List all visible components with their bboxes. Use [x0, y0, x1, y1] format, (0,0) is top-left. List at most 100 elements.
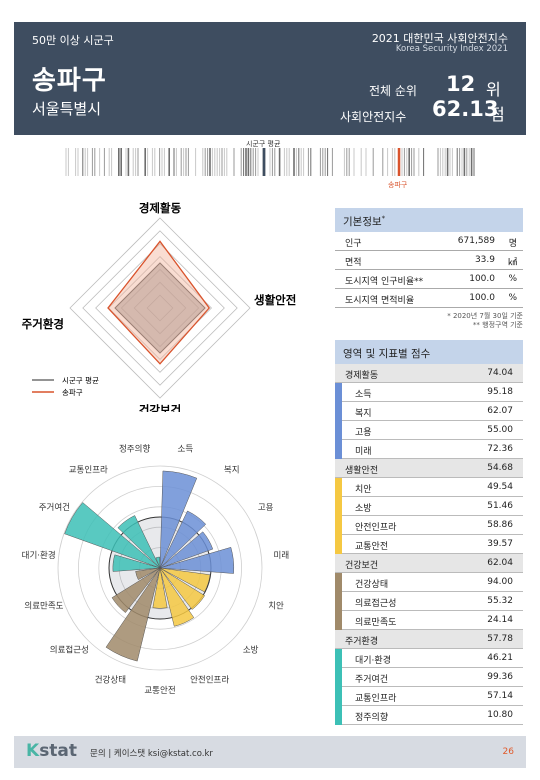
indicator-value: 95.18	[487, 387, 513, 397]
radar-grid-ring	[69, 217, 251, 399]
page-number: 26	[502, 747, 514, 757]
indicator-score-row: 치안 49.54	[335, 478, 523, 497]
polar-wedge	[159, 567, 205, 610]
polar-label: 의료만족도	[24, 601, 63, 612]
barcode-district-label: 송파구	[388, 181, 408, 189]
info-value: 100.0	[469, 293, 495, 303]
indicator-value: 62.07	[487, 406, 513, 416]
domain-color-bar	[335, 706, 342, 725]
info-unit: %	[508, 274, 517, 284]
indicator-value: 58.86	[487, 520, 513, 530]
indicator-name: 미래	[355, 447, 372, 457]
info-row: 도시지역 인구비율** 100.0 %	[335, 270, 523, 289]
scores-panel-title: 영역 및 지표별 점수	[335, 340, 523, 364]
info-value: 671,589	[457, 236, 495, 246]
polar-wedge	[111, 567, 161, 613]
domain-name: 주거환경	[345, 637, 379, 647]
radar-series-average	[114, 262, 206, 354]
indicator-score-row: 소득 95.18	[335, 383, 523, 402]
rank-unit: 위	[486, 80, 501, 99]
polar-label: 복지	[224, 465, 240, 475]
polar-wedge	[159, 531, 214, 569]
ranking-barcode	[65, 148, 475, 176]
indicator-score-row: 복지 62.07	[335, 402, 523, 421]
indicator-value: 94.00	[487, 577, 513, 587]
score-label: 사회안전지수	[340, 110, 407, 124]
domain-color-bar	[335, 573, 342, 592]
indicator-name: 복지	[355, 409, 372, 419]
indicator-name: 의료접근성	[355, 599, 397, 609]
district-name: 송파구	[32, 66, 107, 96]
indicator-value: 39.57	[487, 539, 513, 549]
indicator-name: 대기·환경	[355, 656, 391, 666]
footer: Kstat 문의 | 케이스탯 ksi@kstat.co.kr 26	[14, 736, 526, 768]
indicator-score-row: 의료만족도 24.14	[335, 611, 523, 630]
domain-value: 74.04	[487, 368, 513, 378]
indicator-value: 99.36	[487, 672, 513, 682]
logo-rest: stat	[39, 741, 78, 761]
domain-name: 경제활동	[345, 371, 379, 381]
domain-color-bar	[335, 535, 342, 554]
indicator-score-row: 건강상태 94.00	[335, 573, 523, 592]
domain-color-bar	[335, 611, 342, 630]
info-label: 면적	[345, 258, 362, 268]
polar-wedge	[159, 546, 235, 574]
polar-wedge	[112, 554, 161, 572]
polar-label: 소득	[178, 445, 194, 455]
indicator-score-row: 미래 72.36	[335, 440, 523, 459]
info-panel-title: 기본정보*	[335, 208, 523, 232]
polar-label: 의료접근성	[50, 645, 89, 656]
indicator-score-row: 정주의향 10.80	[335, 706, 523, 725]
radar-axis-label: 생활안전	[254, 293, 296, 307]
domain-color-bar	[335, 383, 342, 402]
domain-color-bar	[335, 649, 342, 668]
domain-value: 57.78	[487, 634, 513, 644]
indicator-name: 소방	[355, 504, 372, 514]
radar-axis-label: 건강보건	[139, 403, 181, 412]
polar-wedge	[117, 515, 161, 569]
kstat-logo: Kstat	[26, 741, 77, 761]
indicator-name: 치안	[355, 485, 372, 495]
domain-name: 생활안전	[345, 466, 379, 476]
score-value: 62.13	[432, 97, 499, 121]
polar-label: 건강상태	[95, 674, 126, 685]
indicator-name: 교통안전	[355, 542, 389, 552]
info-title-text: 기본정보	[343, 216, 382, 228]
indicator-score-row: 고용 55.00	[335, 421, 523, 440]
indicator-name: 정주의향	[355, 713, 389, 723]
info-row: 면적 33.9 ㎢	[335, 251, 523, 270]
indicator-name: 안전인프라	[355, 523, 397, 533]
polar-wedge	[135, 567, 161, 581]
polar-label: 교통인프라	[69, 464, 108, 475]
indicator-score-row: 주거여건 99.36	[335, 668, 523, 687]
indicator-name: 고용	[355, 428, 372, 438]
indicator-score-row: 의료접근성 55.32	[335, 592, 523, 611]
rank-label: 전체 순위	[369, 84, 417, 98]
domain-color-bar	[335, 440, 342, 459]
domain-value: 54.68	[487, 463, 513, 473]
polar-label: 미래	[274, 551, 290, 561]
category-label: 50만 이상 시군구	[32, 34, 114, 47]
info-note: ** 행정구역 기준	[472, 321, 523, 329]
polar-wedge	[159, 567, 195, 627]
domain-color-bar	[335, 516, 342, 535]
info-title-mark: *	[381, 214, 386, 223]
domain-color-bar	[335, 478, 342, 497]
polar-label: 교통안전	[144, 685, 175, 696]
radar-series-district	[107, 240, 211, 365]
polar-wedge	[64, 502, 161, 569]
indicator-value: 24.14	[487, 615, 513, 625]
indicator-name: 의료만족도	[355, 618, 397, 628]
polar-wedge	[152, 567, 168, 609]
indicator-score-row: 소방 51.46	[335, 497, 523, 516]
polar-label: 소방	[243, 645, 259, 656]
logo-k: K	[26, 741, 40, 761]
header-banner: 50만 이상 시군구 송파구 서울특별시 2021 대한민국 사회안전지수 Ko…	[14, 22, 526, 135]
polar-label: 대기·환경	[22, 550, 56, 561]
indicator-score-row: 안전인프라 58.86	[335, 516, 523, 535]
indicator-value: 55.32	[487, 596, 513, 606]
domain-color-bar	[335, 402, 342, 421]
indicator-value: 46.21	[487, 653, 513, 663]
domain-color-bar	[335, 421, 342, 440]
